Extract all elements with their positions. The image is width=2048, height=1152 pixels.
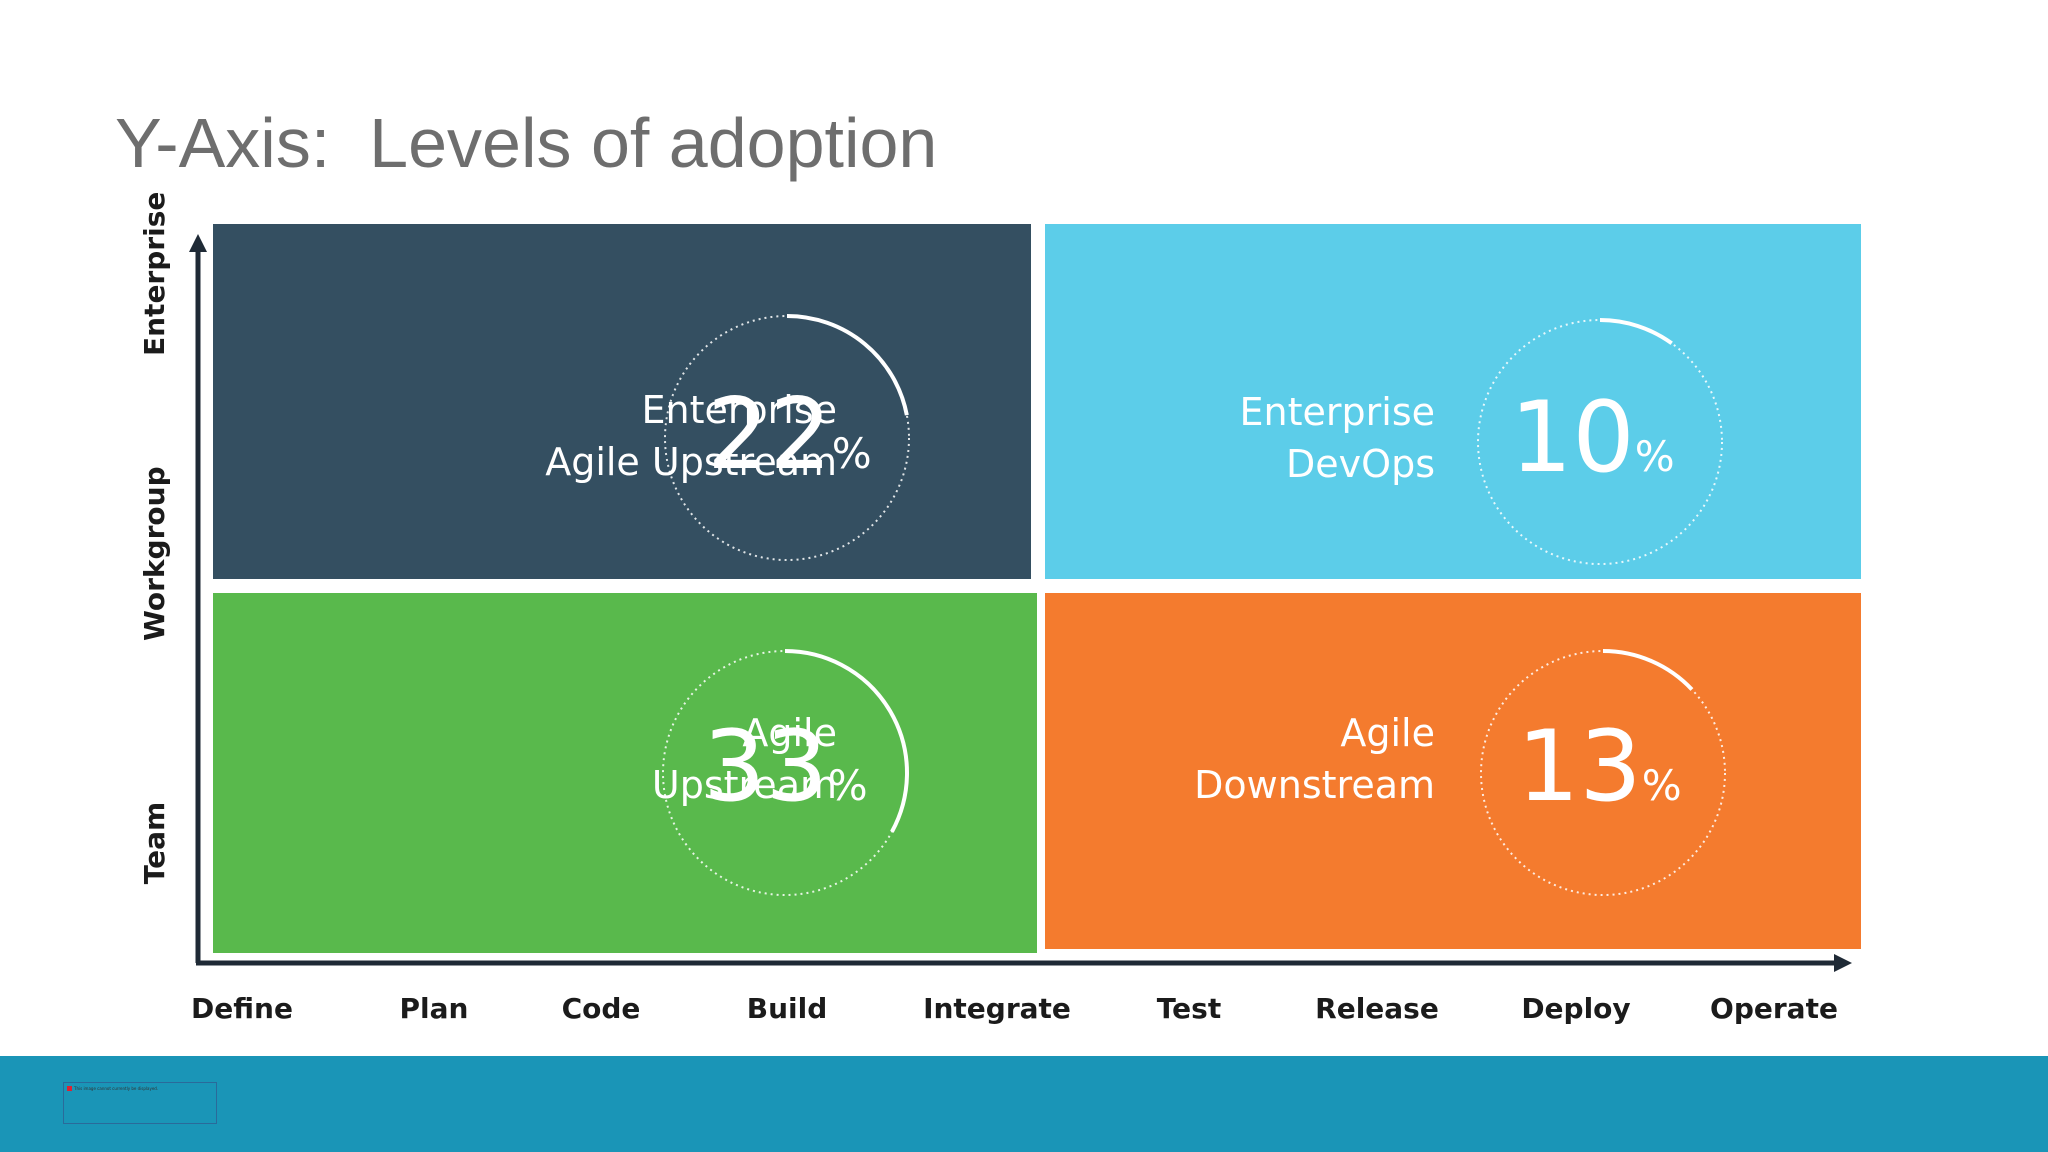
quadrant-enterprise-devops: Enterprise DevOps 10% [1045,224,1861,579]
x-label-code: Code [561,992,641,1025]
x-label-deploy: Deploy [1521,992,1631,1025]
progress-ring [664,314,910,561]
x-label-plan: Plan [399,992,469,1025]
quadrant-label: Agile Downstream [1194,711,1435,807]
percent-value: 33% [703,710,868,824]
percent-value: 13% [1517,710,1682,824]
ring-track [1477,319,1723,565]
ring-progress-arc [1599,318,1673,345]
x-label-operate: Operate [1710,992,1838,1025]
percent-value: 10% [1510,381,1675,495]
x-label-integrate: Integrate [923,992,1071,1025]
broken-image-icon [67,1086,72,1091]
x-label-build: Build [746,992,828,1025]
x-axis-arrow [1834,954,1852,972]
broken-image-placeholder: This image cannot currently be displayed… [63,1082,217,1124]
progress-ring [1477,318,1723,565]
progress-ring [1480,649,1726,896]
quadrant-label: Enterprise Agile Upstream [545,388,837,484]
x-label-define: Define [191,992,293,1025]
progress-ring [662,649,909,896]
x-label-test: Test [1156,992,1222,1025]
footer-bar [0,1056,2048,1152]
ring-track [1480,650,1726,896]
quadrant-label: Enterprise DevOps [1239,390,1435,486]
x-label-release: Release [1315,992,1439,1025]
y-label-enterprise: Enterprise [138,191,171,356]
y-axis-arrow [189,234,207,252]
y-label-team: Team [138,801,171,885]
ring-progress-arc [786,314,909,416]
percent-value: 22% [707,378,872,492]
quadrant-agile-downstream: Agile Downstream 13% [1045,593,1861,949]
quadrant-enterprise-agile-upstream: Enterprise Agile Upstream 22% [213,224,1031,579]
y-label-workgroup: Workgroup [138,466,171,641]
page-title: Y-Axis: Levels of adoption [115,104,938,182]
ring-progress-arc [784,649,909,833]
quadrant-agile-upstream: Agile Upstream 33% [213,593,1037,953]
ring-track [664,315,910,561]
ring-progress-arc [1602,649,1694,691]
quadrant-label: Agile Upstream [651,711,837,807]
